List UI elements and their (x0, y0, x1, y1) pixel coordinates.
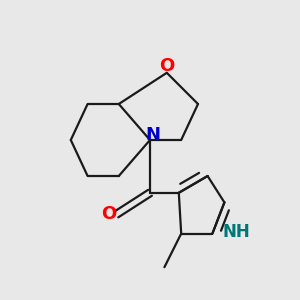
Text: N: N (146, 126, 160, 144)
Text: NH: NH (222, 223, 250, 241)
Text: O: O (159, 57, 174, 75)
Text: O: O (101, 206, 116, 224)
